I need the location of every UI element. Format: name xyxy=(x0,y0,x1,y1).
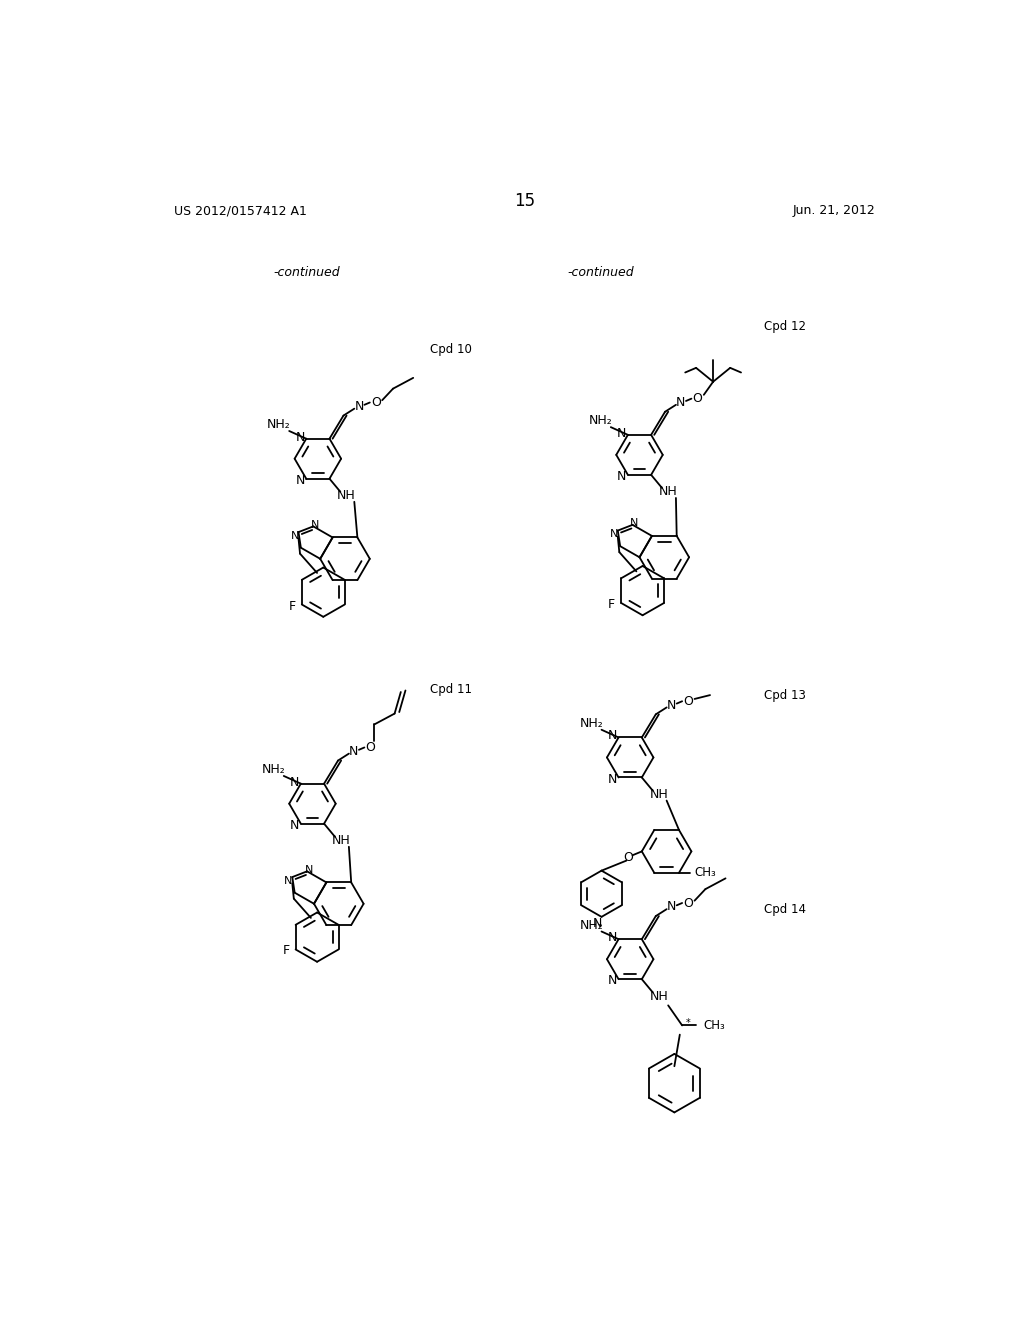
Text: N: N xyxy=(630,519,638,528)
Text: NH: NH xyxy=(658,486,678,498)
Text: Cpd 14: Cpd 14 xyxy=(764,903,806,916)
Text: Cpd 13: Cpd 13 xyxy=(764,689,805,702)
Text: N: N xyxy=(609,529,618,540)
Text: -continued: -continued xyxy=(273,265,340,279)
Text: *: * xyxy=(686,1018,691,1028)
Text: N: N xyxy=(607,974,617,987)
Text: F: F xyxy=(283,945,290,957)
Text: N: N xyxy=(354,400,364,413)
Text: NH: NH xyxy=(332,834,350,847)
Text: NH₂: NH₂ xyxy=(580,919,603,932)
Text: Cpd 12: Cpd 12 xyxy=(764,319,806,333)
Text: F: F xyxy=(608,598,615,611)
Text: Cpd 10: Cpd 10 xyxy=(430,343,472,356)
Text: N: N xyxy=(617,470,627,483)
Text: N: N xyxy=(285,876,293,886)
Text: CH₃: CH₃ xyxy=(694,866,716,879)
Text: N: N xyxy=(617,426,627,440)
Text: F: F xyxy=(289,599,296,612)
Text: -continued: -continued xyxy=(567,265,634,279)
Text: O: O xyxy=(623,851,633,865)
Text: NH: NH xyxy=(649,990,669,1003)
Text: N: N xyxy=(290,776,299,788)
Text: Jun. 21, 2012: Jun. 21, 2012 xyxy=(793,205,876,218)
Text: N: N xyxy=(291,531,299,541)
Text: N: N xyxy=(676,396,685,409)
Text: NH₂: NH₂ xyxy=(262,763,286,776)
Text: NH: NH xyxy=(649,788,669,801)
Text: NH₂: NH₂ xyxy=(580,717,603,730)
Text: CH₃: CH₃ xyxy=(703,1019,726,1032)
Text: 15: 15 xyxy=(514,191,536,210)
Text: NH₂: NH₂ xyxy=(589,414,612,428)
Text: N: N xyxy=(295,430,305,444)
Text: N: N xyxy=(304,865,312,875)
Text: O: O xyxy=(683,694,693,708)
Text: O: O xyxy=(371,396,381,409)
Text: N: N xyxy=(349,744,358,758)
Text: N: N xyxy=(295,474,305,487)
Text: O: O xyxy=(692,392,702,405)
Text: US 2012/0157412 A1: US 2012/0157412 A1 xyxy=(174,205,307,218)
Text: N: N xyxy=(290,818,299,832)
Text: N: N xyxy=(667,900,676,913)
Text: O: O xyxy=(366,741,376,754)
Text: N: N xyxy=(310,520,319,529)
Text: O: O xyxy=(683,896,693,909)
Text: N: N xyxy=(607,772,617,785)
Text: Cpd 11: Cpd 11 xyxy=(430,684,472,696)
Text: N: N xyxy=(593,916,602,929)
Text: NH: NH xyxy=(337,490,356,502)
Text: NH₂: NH₂ xyxy=(267,418,291,432)
Text: N: N xyxy=(667,698,676,711)
Text: N: N xyxy=(607,730,617,742)
Text: N: N xyxy=(607,931,617,944)
